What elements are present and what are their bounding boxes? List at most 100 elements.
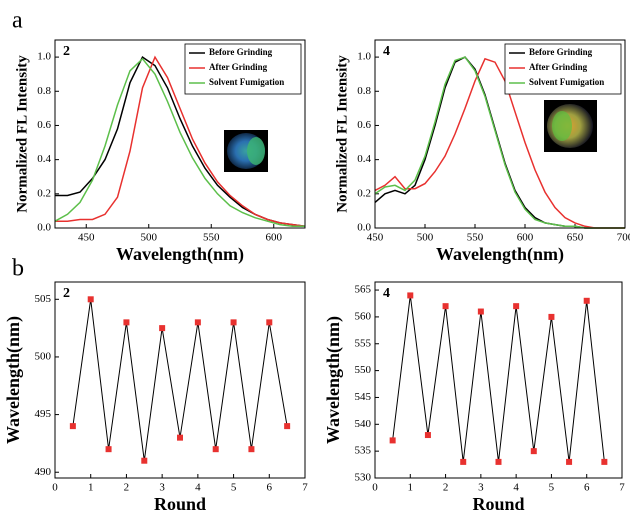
y-tick-label: 550 xyxy=(355,364,372,376)
y-tick-label: 565 xyxy=(355,284,372,296)
legend-box xyxy=(184,43,302,95)
point xyxy=(194,319,201,326)
y-tick-label: 535 xyxy=(355,445,372,457)
plot-frame xyxy=(374,39,626,229)
x-axis-title: Round xyxy=(472,494,524,514)
point xyxy=(177,434,183,441)
x-tick-label: 7 xyxy=(302,482,308,494)
x-axis-title: Wavelength(nm) xyxy=(436,244,564,265)
y-tick-label: 530 xyxy=(355,472,372,484)
point xyxy=(407,292,414,299)
y-tick-label: 1.0 xyxy=(357,51,371,63)
y-tick-label: 0.6 xyxy=(37,119,51,131)
y-tick-label: 0.8 xyxy=(37,85,51,97)
y-tick-label: 0.6 xyxy=(357,119,371,131)
point xyxy=(424,432,431,439)
point xyxy=(159,325,166,332)
point xyxy=(460,458,467,465)
x-tick-label: 450 xyxy=(367,232,384,244)
point xyxy=(548,313,555,320)
x-tick-label: 2 xyxy=(443,482,449,494)
y-tick-label: 495 xyxy=(35,408,52,420)
x-tick-label: 5 xyxy=(231,482,237,494)
spectrum-line xyxy=(54,57,305,228)
point xyxy=(442,303,449,310)
point xyxy=(69,423,76,430)
y-tick-label: 0.2 xyxy=(357,187,371,199)
legend-label: Solvent Fumigation xyxy=(529,77,604,87)
y-axis-title: Normalized FL Intensity xyxy=(14,55,30,213)
x-tick-label: 2 xyxy=(124,482,130,494)
y-tick-label: 540 xyxy=(355,418,372,430)
panel-label: a xyxy=(12,8,23,34)
x-tick-label: 500 xyxy=(141,232,158,244)
point xyxy=(248,446,255,453)
point xyxy=(230,319,237,326)
x-tick-label: 600 xyxy=(266,232,283,244)
y-tick-label: 505 xyxy=(35,293,52,305)
point xyxy=(513,303,520,310)
plot-frame xyxy=(54,39,306,229)
x-tick-label: 5 xyxy=(549,482,555,494)
y-tick-label: 1.0 xyxy=(37,51,51,63)
point xyxy=(284,423,291,430)
x-tick-label: 4 xyxy=(195,482,201,494)
x-tick-label: 4 xyxy=(513,482,519,494)
x-tick-label: 6 xyxy=(267,482,273,494)
point xyxy=(87,296,94,303)
y-tick-label: 0.2 xyxy=(37,187,51,199)
point xyxy=(123,319,130,326)
x-tick-label: 0 xyxy=(372,482,378,494)
x-tick-label: 7 xyxy=(619,482,625,494)
point xyxy=(105,446,112,453)
y-axis-title: Normalized FL Intensity xyxy=(334,55,350,213)
x-tick-label: 550 xyxy=(467,232,484,244)
x-axis-title: Wavelength(nm) xyxy=(116,244,244,265)
point xyxy=(212,446,219,453)
x-tick-label: 650 xyxy=(567,232,584,244)
panel-number: 2 xyxy=(63,286,70,301)
point xyxy=(266,319,273,326)
y-tick-label: 0.0 xyxy=(37,222,51,234)
y-tick-label: 545 xyxy=(355,391,372,403)
y-tick-label: 560 xyxy=(355,310,372,322)
plot-frame xyxy=(54,281,306,479)
x-tick-label: 500 xyxy=(417,232,434,244)
x-axis-title: Round xyxy=(154,494,206,514)
x-tick-label: 3 xyxy=(159,482,165,494)
point xyxy=(141,457,148,464)
panel-label: b xyxy=(12,256,24,282)
point xyxy=(583,297,590,304)
x-tick-label: 550 xyxy=(203,232,220,244)
x-tick-label: 6 xyxy=(584,482,590,494)
y-axis-title: Wavelength(nm) xyxy=(323,316,344,444)
spectrum-line xyxy=(55,55,306,228)
y-tick-label: 0.0 xyxy=(357,222,371,234)
round-line xyxy=(392,295,605,462)
x-tick-label: 600 xyxy=(517,232,534,244)
point xyxy=(530,448,537,455)
y-tick-label: 0.8 xyxy=(357,85,371,97)
legend-label: After Grinding xyxy=(209,62,268,72)
legend-label: Before Grinding xyxy=(529,47,593,57)
y-axis-title: Wavelength(nm) xyxy=(3,316,24,444)
x-tick-label: 0 xyxy=(52,482,58,494)
point xyxy=(389,437,396,444)
y-tick-label: 500 xyxy=(35,350,52,362)
panel-number: 4 xyxy=(383,286,390,301)
panel-number: 4 xyxy=(383,44,390,59)
legend-label: Solvent Fumigation xyxy=(209,77,284,87)
inset-photo xyxy=(224,130,268,172)
x-tick-label: 1 xyxy=(408,482,414,494)
point xyxy=(477,308,484,315)
point xyxy=(601,458,608,465)
point xyxy=(566,458,573,465)
y-tick-label: 490 xyxy=(35,466,52,478)
plot-frame xyxy=(374,281,623,479)
spectrum-line xyxy=(374,57,625,229)
x-tick-label: 1 xyxy=(88,482,94,494)
panel-number: 2 xyxy=(63,44,70,59)
y-tick-label: 555 xyxy=(355,337,372,349)
point xyxy=(495,458,502,465)
